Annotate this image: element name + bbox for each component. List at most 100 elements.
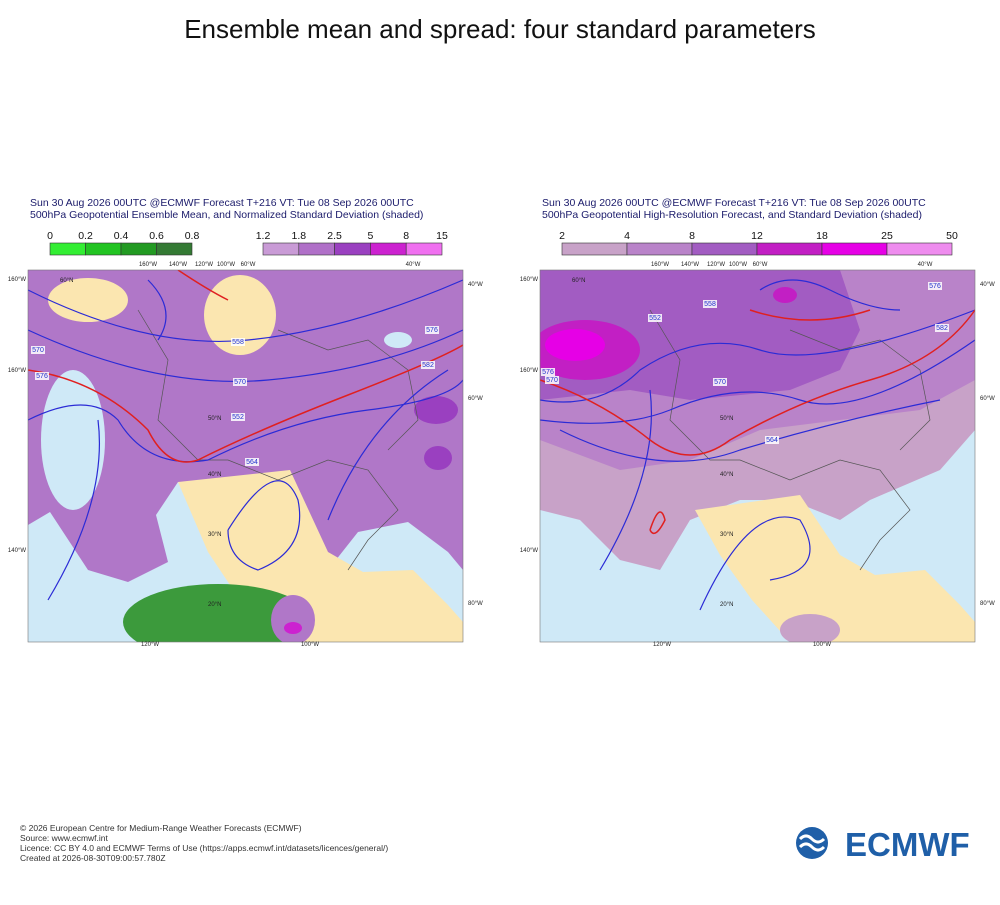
colorbar-label: 0.4 xyxy=(114,230,129,242)
contour-label-bg xyxy=(648,314,662,322)
map-coordinate-label: 140°W xyxy=(520,548,538,554)
map-coordinate-label: 100°W xyxy=(813,642,831,648)
colorbar-label: 12 xyxy=(751,230,763,242)
map-coordinate-label: 60°W xyxy=(468,396,483,402)
contour-label: 576 xyxy=(929,283,941,290)
low-spread-area xyxy=(48,278,128,322)
colorbar-label: 1.2 xyxy=(256,230,271,242)
low-spread-area xyxy=(695,495,975,642)
colorbar-bin xyxy=(334,242,371,256)
colorbar-bin xyxy=(691,242,758,256)
colorbar-label: 2 xyxy=(559,230,565,242)
colorbar-label: 8 xyxy=(689,230,695,242)
contour-label-bg xyxy=(765,436,779,444)
colorbar-label: 50 xyxy=(946,230,958,242)
contour-label: 552 xyxy=(649,315,661,322)
colorbar-bin xyxy=(156,242,193,256)
contour-label-bg xyxy=(245,458,259,466)
map-coordinate-label: 160°W xyxy=(139,262,157,268)
map-coordinate-label: 160°W xyxy=(8,368,26,374)
map-coordinate-label: 40°W xyxy=(918,262,933,268)
colorbar-bin xyxy=(49,242,86,256)
colorbar-label: 0 xyxy=(47,230,53,242)
spread-shading xyxy=(780,614,840,642)
map-coordinate-label: 100°W xyxy=(301,642,319,648)
contour-label-bg xyxy=(231,338,245,346)
map-coordinate-label: 140°W xyxy=(169,262,187,268)
map-coordinate-label: 140°W xyxy=(681,262,699,268)
low-spread-area xyxy=(384,332,412,348)
map-coordinate-label: 40°N xyxy=(208,472,221,478)
coastline xyxy=(649,309,931,571)
contour-label-bg xyxy=(425,326,439,334)
contour-label-bg xyxy=(35,372,49,380)
contour-label: 564 xyxy=(246,459,258,466)
map-coordinate-label: 120°W xyxy=(141,642,159,648)
footer-line: Licence: CC BY 4.0 and ECMWF Terms of Us… xyxy=(20,843,388,853)
map-coordinate-label: 160°W xyxy=(520,277,538,283)
map-coordinate-label: 60°N xyxy=(572,278,585,284)
colorbar-label: 1.8 xyxy=(291,230,306,242)
map-coordinate-label: 120°W xyxy=(707,262,725,268)
colorbar-bin xyxy=(262,242,300,256)
map-coordinate-label: 20°N xyxy=(720,602,733,608)
map-coordinate-label: 60°W xyxy=(753,262,768,268)
colorbar-label: 0.8 xyxy=(185,230,200,242)
colorbar-label: 8 xyxy=(403,230,409,242)
contour-label-bg xyxy=(935,324,949,332)
map-coordinate-label: 160°W xyxy=(8,277,26,283)
map-coordinate-label: 80°W xyxy=(980,601,995,607)
map-coordinate-label: 160°W xyxy=(651,262,669,268)
coastline xyxy=(137,309,419,571)
contour-label-bg xyxy=(31,346,45,354)
contour-label: 570 xyxy=(546,377,558,384)
panel-header: 500hPa Geopotential Ensemble Mean, and N… xyxy=(30,209,423,221)
map-coordinate-label: 120°W xyxy=(653,642,671,648)
colorbar-bin xyxy=(370,242,407,256)
colorbar-bin xyxy=(298,242,335,256)
map-coordinate-label: 80°W xyxy=(468,601,483,607)
map-coordinate-label: 40°W xyxy=(406,262,421,268)
colorbar-bin xyxy=(85,242,122,256)
logo-icon xyxy=(796,827,828,859)
contour-label-bg xyxy=(231,413,245,421)
spread-shading xyxy=(424,446,452,470)
map-panel xyxy=(27,269,464,643)
colorbar-label: 25 xyxy=(881,230,893,242)
map-coordinate-label: 60°N xyxy=(60,278,73,284)
low-spread-area xyxy=(204,275,276,355)
colorbar-label: 0.6 xyxy=(149,230,164,242)
map-coordinate-label: 30°N xyxy=(720,532,733,538)
map-coordinate-label: 60°W xyxy=(980,396,995,402)
footer-line: Source: www.ecmwf.int xyxy=(20,833,108,843)
map-panel xyxy=(539,269,976,643)
map-coordinate-label: 60°W xyxy=(241,262,256,268)
spread-shading xyxy=(284,622,302,634)
colorbar-label: 4 xyxy=(624,230,630,242)
spread-shading xyxy=(271,595,315,642)
map-coordinate-label: 100°W xyxy=(729,262,747,268)
map-coordinate-label: 140°W xyxy=(8,548,26,554)
map-coordinate-label: 40°W xyxy=(980,282,995,288)
contour-label: 564 xyxy=(766,437,778,444)
map-coordinate-label: 120°W xyxy=(195,262,213,268)
colorbar-bin xyxy=(561,242,628,256)
map-coordinate-label: 30°N xyxy=(208,532,221,538)
contour-label-bg xyxy=(928,282,942,290)
contour-label: 570 xyxy=(714,379,726,386)
map-coordinate-label: 20°N xyxy=(208,602,221,608)
contour-label-bg xyxy=(233,378,247,386)
colorbar-label: 18 xyxy=(816,230,828,242)
logo-text: ECMWF xyxy=(845,826,970,863)
contour-label-bg xyxy=(541,368,555,376)
contour-line xyxy=(28,270,463,463)
spread-shading xyxy=(28,270,463,582)
map-frame xyxy=(539,269,976,643)
contour-label: 558 xyxy=(704,301,716,308)
map-coordinate-label: 40°W xyxy=(468,282,483,288)
colorbar-label: 15 xyxy=(436,230,448,242)
contour-label: 570 xyxy=(234,379,246,386)
map-coordinate-label: 160°W xyxy=(520,368,538,374)
